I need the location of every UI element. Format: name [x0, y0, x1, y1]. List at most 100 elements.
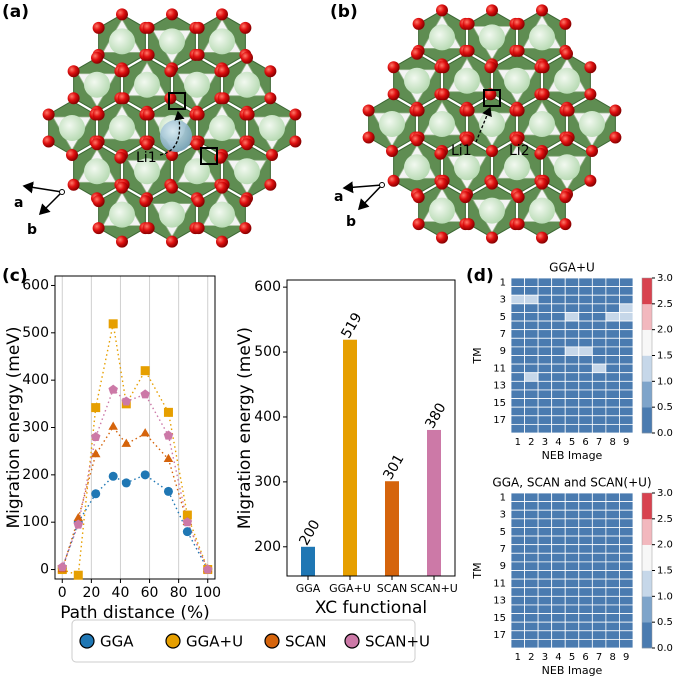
- cell: [619, 492, 634, 503]
- x-tick-label: 7: [596, 652, 602, 663]
- cell: [524, 604, 539, 614]
- x-tick-label: 6: [582, 652, 588, 663]
- oxygen: [142, 108, 155, 121]
- cell: [510, 621, 525, 632]
- legend-label: SCAN: [285, 633, 326, 651]
- cell: [619, 372, 634, 382]
- oxygen: [42, 108, 55, 121]
- cell: [591, 535, 607, 546]
- cell: [605, 415, 620, 425]
- oxygen: [561, 47, 573, 60]
- oxygen: [484, 61, 497, 74]
- oxygen: [117, 65, 130, 78]
- site: [59, 115, 85, 141]
- path-arrow: [475, 106, 492, 143]
- cell: [564, 337, 580, 348]
- site: [209, 115, 235, 141]
- cell: [537, 578, 553, 589]
- cell: [605, 337, 620, 348]
- cell: [605, 406, 620, 417]
- cell: [510, 329, 525, 339]
- oxygen: [289, 108, 302, 121]
- cell: [564, 527, 580, 537]
- cell: [605, 527, 620, 537]
- oxygen: [91, 51, 103, 64]
- cell: [551, 570, 566, 580]
- oxygen: [192, 222, 205, 235]
- x-tick-label: 9: [623, 437, 629, 448]
- cell: [619, 294, 634, 305]
- colorbar-band: [642, 278, 652, 305]
- colorbar-band: [642, 381, 652, 408]
- cell: [564, 363, 580, 374]
- oxygen: [411, 47, 423, 60]
- path-arrow: [159, 110, 185, 156]
- oxygen: [139, 195, 152, 208]
- cell: [551, 604, 566, 614]
- cell: [605, 355, 620, 365]
- cell: [551, 312, 566, 322]
- cell: [591, 638, 607, 649]
- cell: [524, 578, 539, 589]
- point: [108, 471, 118, 481]
- site: [404, 154, 430, 181]
- cell: [619, 518, 634, 528]
- oxygen: [42, 135, 55, 148]
- y-tick-label: 500: [254, 344, 281, 360]
- point: [163, 430, 174, 440]
- cell: [551, 303, 566, 313]
- cell: [564, 570, 580, 580]
- cell: [578, 294, 593, 305]
- cell: [578, 320, 593, 331]
- x-tick-label: SCAN: [377, 582, 407, 595]
- cell: [578, 346, 593, 356]
- cell: [605, 544, 620, 554]
- cell: [564, 492, 580, 503]
- cell: [564, 346, 580, 356]
- cell: [605, 587, 620, 597]
- cell: [510, 544, 525, 554]
- cell: [524, 535, 539, 546]
- point: [108, 319, 118, 329]
- cell: [551, 518, 566, 528]
- site: [479, 197, 505, 224]
- cell: [591, 329, 607, 339]
- x-axis-title: XC functional: [315, 598, 427, 618]
- axis-name: b: [346, 214, 356, 230]
- oxygen: [386, 145, 398, 157]
- structure-annotations: [22, 89, 501, 216]
- oxygen: [142, 48, 155, 61]
- cell: [510, 312, 525, 322]
- cell: [564, 415, 580, 425]
- cell: [537, 372, 553, 382]
- y-tick-label: 17: [493, 415, 506, 426]
- oxygen: [166, 149, 178, 161]
- vacancy: [200, 147, 218, 165]
- oxygen: [164, 65, 177, 78]
- point: [121, 396, 132, 406]
- colorbar-band: [642, 596, 652, 623]
- oxygen: [216, 235, 228, 248]
- cell: [605, 329, 620, 339]
- cell: [564, 518, 580, 528]
- cell: [551, 552, 566, 563]
- cell: [578, 509, 593, 520]
- oxygen: [362, 104, 375, 117]
- oxygen: [141, 138, 153, 151]
- cell: [551, 320, 566, 331]
- x-tick-label: 5: [569, 437, 575, 448]
- cell: [619, 277, 634, 288]
- cell: [619, 578, 634, 589]
- y-axis-title: TM: [471, 562, 484, 579]
- y-tick-label: 11: [493, 363, 506, 374]
- oxygen: [266, 149, 278, 161]
- cell: [564, 329, 580, 339]
- oxygen: [412, 191, 425, 204]
- point: [140, 389, 150, 399]
- oxygen: [462, 17, 475, 30]
- cell: [524, 492, 539, 503]
- cell: [524, 363, 539, 374]
- cell: [564, 587, 580, 597]
- panel-label: (a): [2, 2, 29, 22]
- cell: [551, 363, 566, 374]
